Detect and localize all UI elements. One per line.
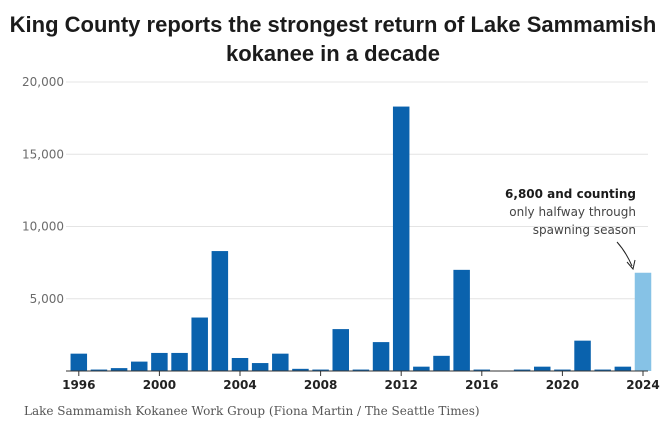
- bar-2013: [413, 366, 430, 371]
- annotation-arrow-line: [616, 241, 633, 267]
- bar-2008: [312, 369, 329, 371]
- x-tick-label-2000: 2000: [143, 378, 176, 392]
- annotation: 6,800 and counting only halfway through …: [505, 187, 636, 271]
- chart-title-line-1: King County reports the strongest return…: [9, 12, 657, 37]
- x-tick-label-2024: 2024: [626, 378, 659, 392]
- bar-2009: [332, 329, 349, 371]
- bar-1999: [131, 361, 148, 371]
- bar-2011: [372, 342, 390, 371]
- bar-2020: [554, 369, 571, 371]
- bar-2006: [272, 353, 289, 371]
- bar-2000: [151, 352, 168, 371]
- bar-2019: [534, 366, 551, 371]
- bar-2021: [574, 340, 591, 371]
- y-tick-label: 10,000: [22, 220, 64, 234]
- x-axis-labels: 1996 2000 2004 2008 2012 2016 2020 2024: [62, 371, 660, 392]
- annotation-line-2: spawning season: [533, 223, 636, 237]
- x-tick-label-1996: 1996: [62, 378, 95, 392]
- x-tick-label-2004: 2004: [223, 378, 256, 392]
- annotation-arrow-head-icon: [626, 259, 636, 271]
- gridlines: [66, 81, 648, 300]
- chart-title: King County reports the strongest return…: [0, 10, 666, 68]
- x-tick-label-2012: 2012: [384, 378, 417, 392]
- y-tick-label: 20,000: [22, 75, 64, 89]
- bar-2015: [453, 269, 470, 371]
- y-tick-label: 5,000: [30, 292, 64, 306]
- bar-1998: [110, 368, 128, 371]
- bar-2001: [171, 352, 188, 371]
- bar-2007: [292, 368, 309, 371]
- bar-2003: [211, 251, 229, 371]
- bar-2022: [594, 369, 611, 371]
- y-tick-label: 15,000: [22, 147, 64, 161]
- bar-1996: [70, 353, 88, 371]
- bar-2024: [634, 272, 652, 371]
- x-tick-label-2016: 2016: [465, 378, 498, 392]
- bar-2023: [614, 366, 632, 371]
- chart-title-line-2: kokanee in a decade: [226, 41, 440, 66]
- source-credit: Lake Sammamish Kokanee Work Group (Fiona…: [24, 404, 480, 418]
- y-axis-labels: 5,000 10,000 15,000 20,000: [22, 75, 64, 306]
- x-tick-label-2020: 2020: [546, 378, 579, 392]
- bar-2014: [433, 355, 450, 371]
- annotation-headline: 6,800 and counting: [505, 187, 636, 201]
- bar-2010: [352, 369, 370, 371]
- bars: [70, 106, 652, 372]
- bar-2018: [513, 369, 531, 371]
- bar-2004: [231, 357, 249, 371]
- bar-2016: [473, 369, 491, 371]
- bar-1997: [90, 369, 108, 371]
- bar-2002: [191, 317, 208, 371]
- x-tick-label-2008: 2008: [304, 378, 337, 392]
- bar-2012: [392, 106, 410, 371]
- bar-2005: [251, 363, 269, 371]
- annotation-line-1: only halfway through: [509, 205, 636, 219]
